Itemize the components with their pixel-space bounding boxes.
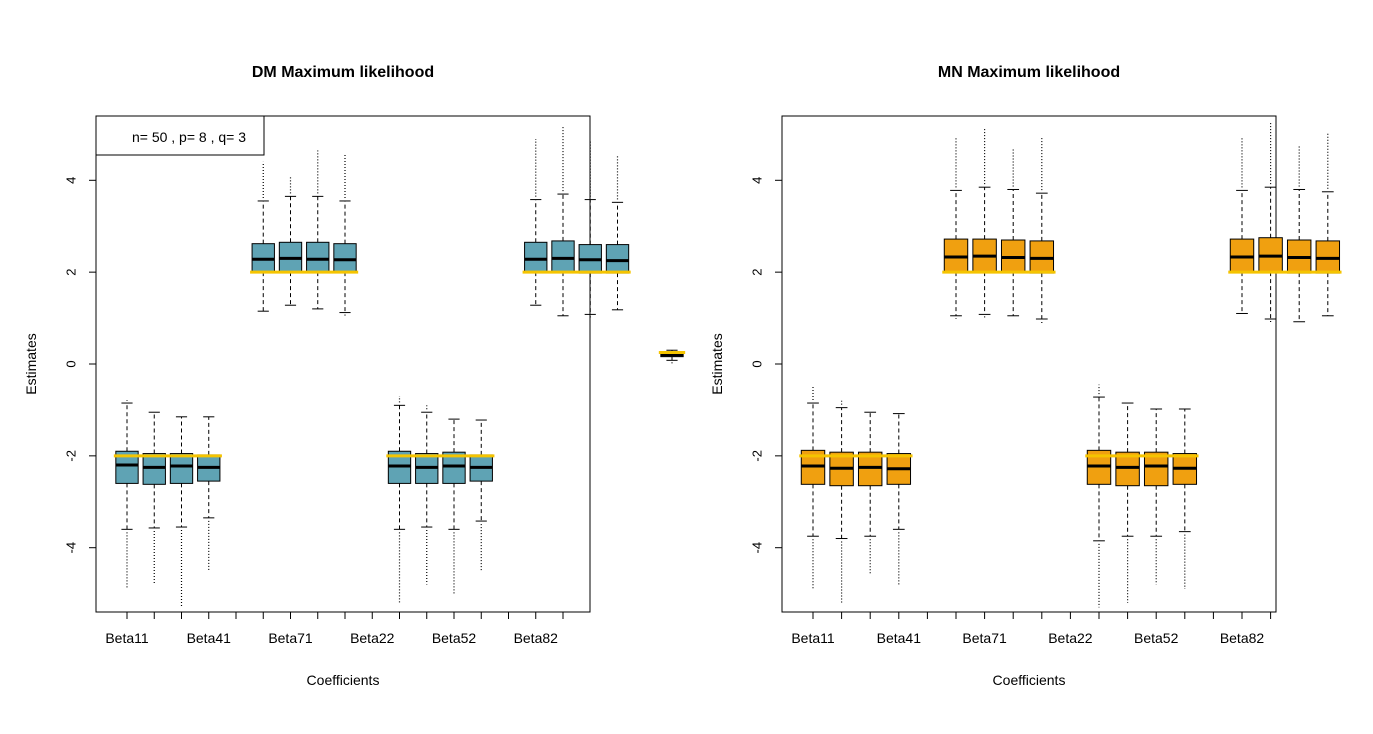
x-axis-label: Coefficients: [993, 672, 1066, 688]
box: [857, 451, 883, 487]
x-tick-label: Beta71: [268, 630, 313, 646]
box: [551, 240, 575, 273]
box: [306, 241, 330, 273]
x-tick-label: Beta41: [877, 630, 922, 646]
y-tick-label: -4: [749, 542, 764, 554]
box-element: [306, 150, 330, 310]
box: [605, 244, 630, 274]
box-element: [469, 419, 493, 571]
x-tick-label: Beta22: [350, 630, 395, 646]
y-tick-label: 0: [749, 360, 764, 367]
plot-area: -4 -2 0 2 4 Beta11 Beta41 Beta71 Beta22 Beta52 Bet…: [63, 115, 686, 646]
box-element: [1086, 384, 1112, 608]
box: [524, 241, 548, 273]
box: [1115, 451, 1140, 487]
x-tick-label: Beta52: [432, 630, 477, 646]
chart-title: DM Maximum likelihood: [252, 64, 434, 81]
box: [142, 453, 166, 485]
box-element: [415, 405, 439, 585]
y-axis-label: Estimates: [709, 333, 725, 394]
box-element: [387, 396, 412, 603]
box-element: [1029, 136, 1055, 325]
box-element: [800, 386, 826, 590]
box-element: [333, 155, 357, 316]
box-element: [1258, 122, 1283, 322]
legend: n= 50 , p= 8 , q= 3: [95, 115, 265, 156]
box-element: [1315, 132, 1341, 317]
panel-dm: DM Maximum likelihood Coefficients Estim…: [23, 64, 686, 688]
box-element: [1115, 402, 1140, 603]
x-tick-label: Beta82: [514, 630, 559, 646]
y-tick-label: 2: [63, 269, 78, 276]
box-element: [442, 418, 466, 594]
x-tick-label: Beta11: [105, 630, 149, 646]
box-element: [1143, 408, 1169, 585]
box-element: [197, 416, 221, 571]
y-tick-label: -2: [749, 450, 764, 462]
box-element: [278, 175, 303, 306]
box-element: [524, 138, 548, 306]
box-element: [943, 136, 969, 319]
x-tick-label: Beta22: [1048, 630, 1093, 646]
x-tick-label: Beta11: [791, 630, 835, 646]
chart-title: MN Maximum likelihood: [938, 64, 1120, 81]
box-element: [1172, 408, 1198, 590]
y-tick-label: 4: [63, 177, 78, 184]
box: [169, 453, 194, 484]
box-element: [972, 127, 997, 318]
box-element: [115, 400, 139, 590]
y-tick-label: 4: [749, 177, 764, 184]
panel-mn: MN Maximum likelihood Coefficients Estim…: [709, 64, 1342, 688]
x-tick-label: Beta52: [1134, 630, 1179, 646]
plot-frame: [781, 115, 1277, 613]
box-element: [857, 411, 883, 576]
x-axis-label: Coefficients: [307, 672, 380, 688]
x-tick-label: Beta71: [962, 630, 1007, 646]
y-tick-label: -4: [63, 542, 78, 554]
x-tick-label: Beta41: [187, 630, 232, 646]
box-element: [551, 125, 575, 317]
box: [333, 243, 357, 273]
legend-box: [95, 115, 265, 156]
box-element: [578, 141, 602, 318]
y-tick-label: 2: [749, 269, 764, 276]
box-element: [886, 413, 912, 585]
x-tick-label: Beta82: [1220, 630, 1265, 646]
y-axis-label: Estimates: [23, 333, 39, 394]
box-element: [1000, 148, 1026, 317]
plot-frame: [95, 115, 591, 613]
y-tick-label: -2: [63, 450, 78, 462]
box: [442, 451, 466, 484]
box-element: [1229, 136, 1255, 314]
box-element: [169, 416, 194, 608]
legend-text: n= 50 , p= 8 , q= 3: [132, 129, 246, 145]
box: [115, 450, 139, 484]
plot-area: -4 -2 0 2 4 Beta11 Beta41 Beta71 Beta22 Beta52 Bet…: [749, 115, 1342, 646]
y-tick-label: 0: [63, 360, 78, 367]
box: [1143, 451, 1169, 487]
box-element: [142, 411, 166, 585]
box-element: [1286, 145, 1312, 323]
box-element: [829, 400, 854, 603]
box-element: [251, 161, 275, 312]
box-element: [605, 155, 630, 311]
